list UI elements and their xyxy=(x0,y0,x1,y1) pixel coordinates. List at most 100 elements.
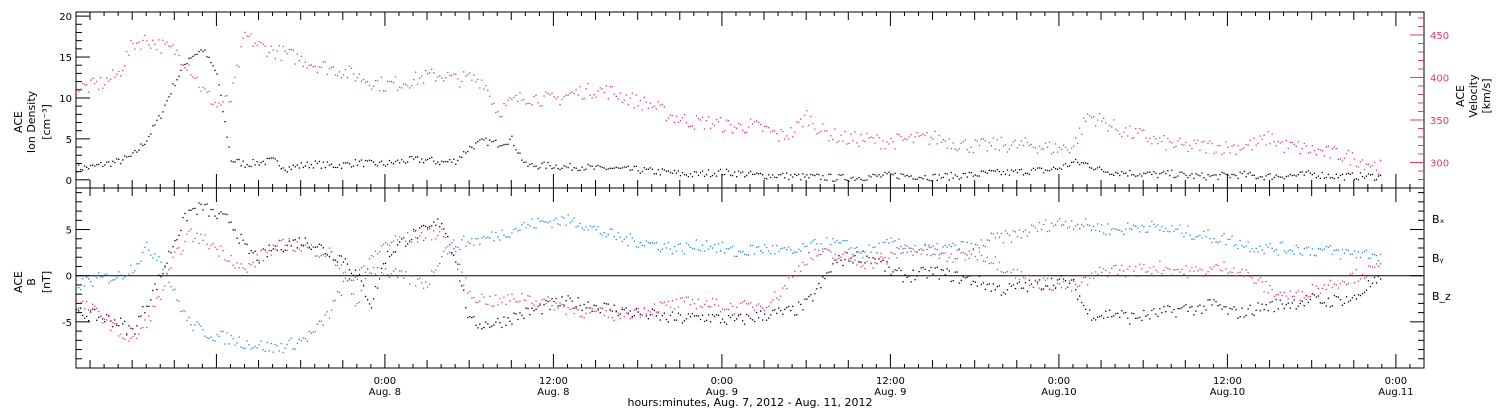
ion-density-point xyxy=(1010,169,1013,171)
velocity-point xyxy=(914,136,916,138)
velocity-point xyxy=(318,66,320,68)
bx-point xyxy=(214,215,216,217)
velocity-point xyxy=(1365,163,1368,165)
by-point xyxy=(1349,253,1352,255)
bz-point xyxy=(535,300,537,302)
ion-density-point xyxy=(798,173,800,176)
density-tick-label: 10 xyxy=(59,94,72,105)
by-point xyxy=(268,350,270,352)
ion-density-point xyxy=(758,173,760,175)
velocity-point xyxy=(443,80,445,82)
bz-point xyxy=(585,312,587,314)
bx-point xyxy=(344,258,347,260)
bx-point xyxy=(148,305,150,307)
ion-density-point xyxy=(487,144,489,146)
bz-point xyxy=(338,267,341,270)
bx-point xyxy=(254,250,256,252)
bx-point xyxy=(1327,297,1329,299)
bz-point xyxy=(946,260,948,262)
bx-point xyxy=(647,318,649,320)
ion-density-point xyxy=(930,180,932,182)
velocity-point xyxy=(948,138,950,140)
by-point xyxy=(1002,242,1005,244)
bx-point xyxy=(495,321,497,323)
ion-density-point xyxy=(1089,166,1091,169)
bz-point xyxy=(1193,270,1195,272)
ion-density-point xyxy=(394,160,397,163)
ion-density-point xyxy=(128,155,130,158)
bz-point xyxy=(98,310,100,313)
ion-density-point xyxy=(1345,173,1348,175)
bx-point xyxy=(314,246,316,248)
velocity-point xyxy=(1255,144,1257,146)
by-point xyxy=(1295,244,1297,247)
velocity-point xyxy=(746,131,748,133)
bx-point xyxy=(1191,306,1193,308)
by-point xyxy=(1343,252,1346,254)
ion-density-point xyxy=(238,158,240,161)
ion-density-point xyxy=(1121,171,1123,173)
by-point xyxy=(615,238,617,241)
bz-point xyxy=(647,310,649,312)
by-point xyxy=(1305,247,1307,249)
ion-density-point xyxy=(332,166,335,168)
velocity-point xyxy=(280,59,282,61)
bx-point xyxy=(695,315,698,317)
velocity-point xyxy=(1347,149,1350,152)
velocity-point xyxy=(896,133,898,135)
velocity-point xyxy=(264,45,266,47)
bx-point xyxy=(818,282,820,285)
bx-point xyxy=(1311,293,1313,295)
bx-point xyxy=(465,307,467,309)
bx-point xyxy=(1097,316,1099,318)
ion-density-point xyxy=(595,165,597,167)
by-point xyxy=(262,349,264,351)
bz-point xyxy=(390,241,393,244)
velocity-point xyxy=(926,132,928,134)
bz-point xyxy=(172,256,174,259)
by-point xyxy=(812,240,814,242)
by-point xyxy=(1119,229,1121,231)
bx-point xyxy=(1303,305,1305,307)
velocity-point xyxy=(296,53,298,55)
bz-point xyxy=(852,255,854,257)
bz-point xyxy=(1375,263,1378,265)
bx-point xyxy=(156,288,158,291)
ion-density-point xyxy=(701,170,704,172)
velocity-point xyxy=(1173,146,1175,149)
velocity-point xyxy=(294,63,296,65)
velocity-point xyxy=(742,129,744,131)
bx-point xyxy=(112,326,114,328)
by-point xyxy=(427,286,429,288)
bx-point xyxy=(970,283,972,286)
velocity-point xyxy=(619,92,621,94)
velocity-point xyxy=(108,80,110,82)
by-point xyxy=(782,247,784,249)
by-point xyxy=(1048,230,1051,232)
velocity-point xyxy=(665,120,668,122)
by-point xyxy=(667,242,670,244)
bx-point xyxy=(443,228,445,230)
ion-density-point xyxy=(1095,168,1097,170)
by-point xyxy=(362,265,365,267)
by-point xyxy=(1215,241,1217,243)
by-point xyxy=(374,273,377,275)
by-point xyxy=(284,347,286,349)
velocity-point xyxy=(1243,147,1245,149)
bz-point xyxy=(539,302,541,305)
by-point xyxy=(862,257,864,259)
by-point xyxy=(405,271,407,273)
by-point xyxy=(1095,229,1097,231)
bx-point xyxy=(1077,298,1079,301)
by-point xyxy=(770,253,772,255)
velocity-point xyxy=(952,142,954,144)
bz-point xyxy=(304,244,306,246)
ion-density-point xyxy=(535,165,537,167)
by-point xyxy=(258,344,260,346)
by-point xyxy=(509,236,511,238)
ion-density-point xyxy=(1247,173,1249,175)
bz-point xyxy=(679,297,682,299)
by-point xyxy=(840,242,842,244)
by-point xyxy=(617,232,619,234)
by-point xyxy=(1249,250,1251,253)
